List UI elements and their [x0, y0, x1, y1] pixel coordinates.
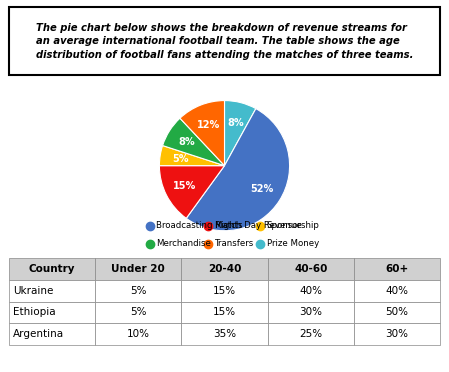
- Text: Sponsorship: Sponsorship: [267, 221, 320, 230]
- Text: 8%: 8%: [179, 137, 195, 147]
- Text: 12%: 12%: [197, 119, 220, 129]
- Wedge shape: [159, 145, 224, 166]
- Wedge shape: [224, 100, 256, 166]
- Text: Transfers: Transfers: [215, 239, 254, 248]
- Text: 52%: 52%: [250, 185, 273, 195]
- Wedge shape: [159, 166, 224, 218]
- Text: Merchandise: Merchandise: [156, 239, 211, 248]
- FancyBboxPatch shape: [9, 7, 440, 75]
- Wedge shape: [180, 100, 224, 166]
- Wedge shape: [186, 109, 290, 231]
- Text: Match Day Revenue: Match Day Revenue: [215, 221, 301, 230]
- Text: 8%: 8%: [227, 118, 244, 128]
- Text: Broadcasting Rights: Broadcasting Rights: [156, 221, 242, 230]
- Text: Prize Money: Prize Money: [267, 239, 319, 248]
- Text: 15%: 15%: [173, 181, 197, 191]
- Wedge shape: [163, 118, 224, 166]
- Text: The pie chart below shows the breakdown of revenue streams for
an average intern: The pie chart below shows the breakdown …: [36, 23, 413, 60]
- Text: 5%: 5%: [172, 154, 189, 164]
